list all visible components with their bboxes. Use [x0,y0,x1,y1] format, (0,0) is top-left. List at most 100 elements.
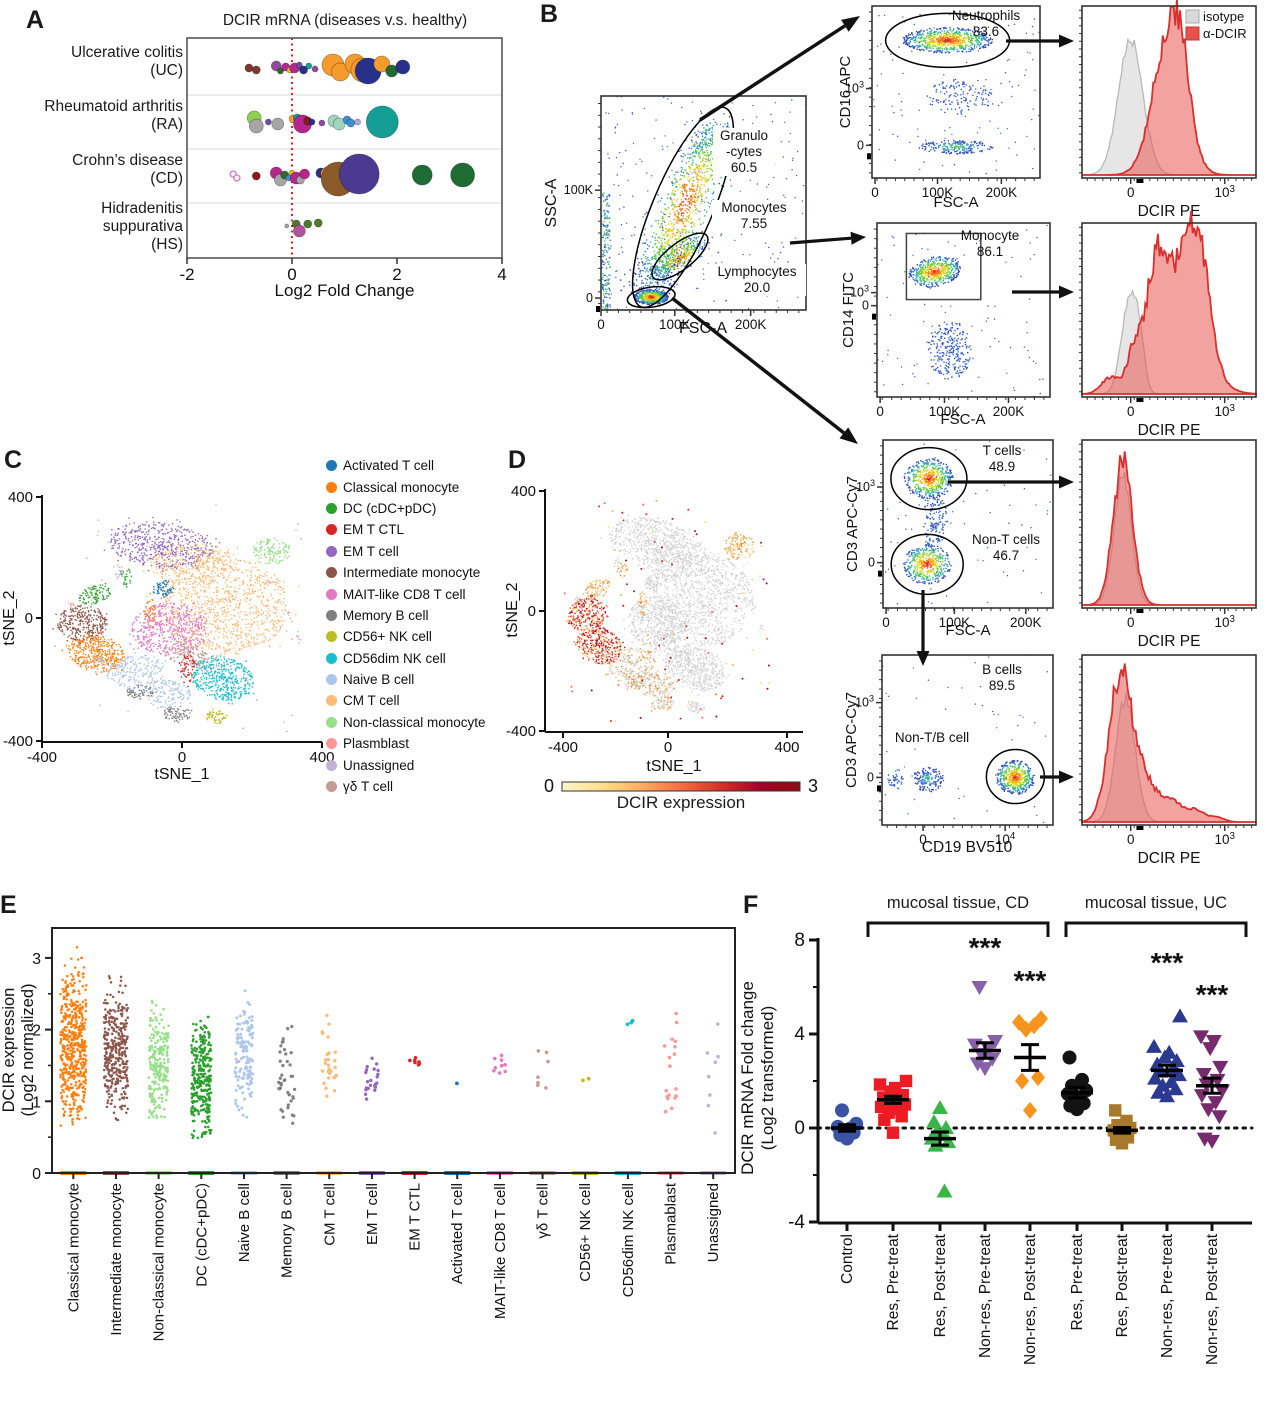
axis-label: DCIR PE [1138,203,1201,220]
tick-label: 3 [32,951,41,968]
group-label: Non-res, Pre-treat [977,1233,994,1358]
group-label: Res, Post-treat [1114,1233,1131,1337]
legend-item-label: EM T CTL [343,522,405,538]
legend-item-label: γδ T cell [343,779,394,795]
legend-swatch-icon [326,738,337,750]
axis-label: tSNE_1 [646,758,701,775]
legend-item: Intermediate monocyte [326,562,506,583]
panel-a-title: DCIR mRNA (diseases v.s. healthy) [222,12,468,29]
axis-label: DCIR expression [0,988,18,1113]
category-label: DC (cDC+pDC) [193,1183,210,1287]
legend-item-label: Unassigned [343,757,415,773]
legend-swatch-icon [326,652,337,664]
tick-label: 0 [919,832,927,847]
legend-item: CD56dim NK cell [326,648,506,669]
axis-label: DCIR mRNA Fold change [738,981,757,1175]
axis-label: tSNE_2 [504,582,521,637]
legend-swatch-icon [326,759,337,771]
axis-label: DCIR PE [1138,422,1201,439]
axis-label: CD14 FITC [840,272,857,348]
panel-a: -2 0 2 4 Log2 Fold Change [179,37,507,300]
tsne-legend: Activated T cell Classical monocyte DC (cD… [326,455,506,797]
tick-label: 0 [178,749,186,766]
histogram-h3: 0 103 DCIR PE [1079,439,1257,650]
legend-swatch-icon [326,609,337,621]
tick-label: -400 [506,723,536,740]
legend-item: MAIT-like CD8 T cell [326,583,506,604]
legend-item-label: Intermediate monocyte [343,565,481,581]
category-label: γδ T cell [535,1183,552,1239]
tick-label: 400 [8,489,33,506]
axis-label: CD16 APC [837,56,854,129]
tick-label: 400 [774,739,799,756]
category-label: MAIT-like CD8 T cell [492,1183,509,1319]
legend-item-label: Memory B cell [343,607,429,623]
gate-label: T cells 48.9 [982,443,1022,474]
tick-label: 0 [794,1118,805,1139]
tick-label: 0 [857,138,864,152]
category-label: CD56+ NK cell [577,1183,594,1282]
colorbar-max: 3 [808,776,818,796]
tick-label: 0 [287,265,296,284]
tick-label: 0 [882,615,890,630]
tick-label: 100K [564,183,594,197]
tick-label: 1 [32,1094,41,1111]
tick-label: -400 [3,733,33,750]
legend-swatch-icon [326,545,337,557]
axis-label: tSNE_1 [154,766,209,783]
tick-label: 103 [1214,831,1234,847]
legend-item-label: Plasmblast [343,736,410,752]
group-label: Control [839,1234,856,1284]
tick-label: -400 [548,739,578,756]
panel-a-row-label: Hidradenitis suppurativa (HS) [101,200,183,253]
group-label: Non-res, Post-treat [1022,1233,1039,1365]
group-label: Res, Post-treat [932,1233,949,1337]
legend-swatch-icon [326,481,337,493]
panel-label-d: D [508,446,527,474]
axis-label: CD3 APC-Cy7 [843,692,860,788]
significance-stars: *** [969,932,1002,963]
legend-item: EM T cell [326,541,506,562]
tick-label: 100K [939,615,971,630]
panel-label-c: C [4,446,23,474]
tick-label: 200K [735,317,767,332]
category-label: Unassigned [705,1183,722,1262]
tick-label: 0 [1127,832,1135,847]
axis-label: CD3 APC-Cy7 [844,476,861,572]
legend-swatch-icon [326,502,337,514]
legend-item-label: CM T cell [343,693,400,709]
gate-label: B cells 89.5 [982,662,1022,693]
colorbar [561,781,801,792]
gate-label: Granulo -cytes 60.5 [713,128,775,176]
group-label: Non-res, Pre-treat [1159,1233,1176,1358]
histogram-h1: 0 103 DCIR PE [1079,0,1257,220]
legend-swatch-icon [326,567,337,579]
histogram-h4: 0 103 DCIR PE [1079,654,1257,867]
legend-swatch-icon [326,588,337,600]
flow-plot-main: 0 100K 200K 0 100K [564,95,807,332]
panel-label-a: A [26,6,45,34]
tick-label: 200K [1010,615,1042,630]
tick-label: -2 [179,265,194,284]
legend-swatch-icon [326,631,337,643]
legend-item-label: MAIT-like CD8 T cell [343,586,466,602]
group-label: Res, Pre-treat [1069,1233,1086,1330]
significance-stars: *** [1151,947,1184,978]
tick-label: 0 [1127,404,1135,419]
legend-item: CM T cell [326,690,506,711]
tick-label: 0 [25,610,33,627]
legend-swatch-icon [326,460,337,472]
tick-label: 0 [1127,185,1135,200]
tick-label: 0 [876,404,884,419]
tick-label: 2 [32,1023,41,1040]
category-label: CD56dim NK cell [620,1183,637,1297]
category-label: EM T CTL [407,1183,424,1251]
category-label: Non-classical monocyte [151,1183,168,1341]
category-label: Classical monocyte [65,1183,82,1312]
tick-label: 103 [1214,184,1234,200]
legend-item: Plasmblast [326,733,506,754]
tick-label: 8 [794,930,805,951]
gate-label: Lymphocytes 20.0 [708,264,806,296]
